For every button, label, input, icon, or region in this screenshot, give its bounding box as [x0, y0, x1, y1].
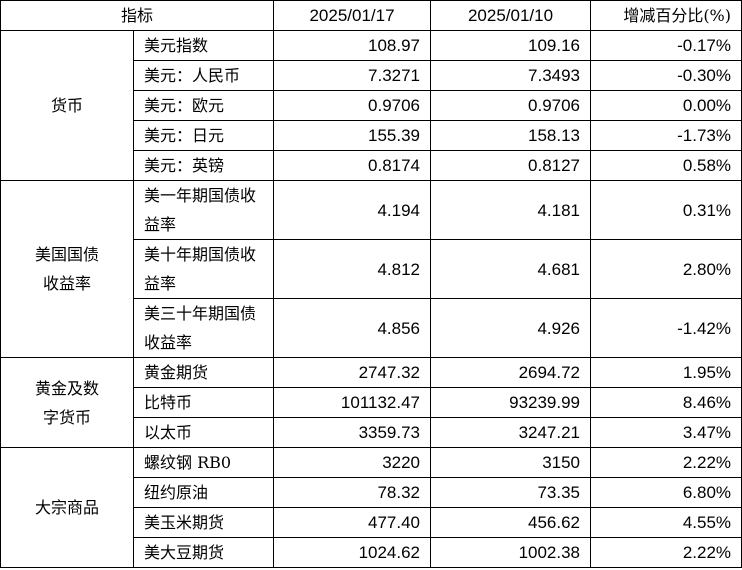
value-date1: 78.32 — [273, 477, 432, 508]
table-row: 美十年期国债收益率 4.812 4.681 2.80% — [1, 239, 742, 299]
header-indicator: 指标 — [0, 0, 275, 31]
value-date1: 155.39 — [273, 120, 432, 151]
value-date1: 101132.47 — [273, 387, 432, 418]
indicator-name: 美大豆期货 — [132, 537, 275, 568]
table-row: 美元：英镑 0.8174 0.8127 0.58% — [1, 150, 742, 181]
change-percent: -0.17% — [590, 30, 742, 61]
change-percent: 2.80% — [590, 239, 742, 299]
table-row: 美元：欧元 0.9706 0.9706 0.00% — [1, 90, 742, 121]
table-row: 美元：日元 155.39 158.13 -1.73% — [1, 120, 742, 151]
change-percent: 0.31% — [590, 180, 742, 240]
value-date1: 0.9706 — [273, 90, 432, 121]
change-percent: 0.58% — [590, 150, 742, 181]
change-percent: 4.55% — [590, 507, 742, 538]
value-date1: 7.3271 — [273, 60, 432, 91]
value-date2: 158.13 — [430, 120, 592, 151]
change-percent: 3.47% — [590, 417, 742, 448]
category-label: 货币 — [50, 96, 83, 115]
change-percent: 6.80% — [590, 477, 742, 508]
indicator-name: 美元：欧元 — [132, 90, 275, 121]
value-date2: 0.9706 — [430, 90, 592, 121]
table-row: 美大豆期货 1024.62 1002.38 2.22% — [1, 537, 742, 568]
change-percent: 0.00% — [590, 90, 742, 121]
value-date2: 2694.72 — [430, 357, 592, 388]
table-row: 美元：人民币 7.3271 7.3493 -0.30% — [1, 60, 742, 91]
value-date1: 3359.73 — [273, 417, 432, 448]
change-percent: 8.46% — [590, 387, 742, 418]
value-date1: 4.856 — [273, 298, 432, 358]
indicator-name: 美玉米期货 — [132, 507, 275, 538]
indicator-name: 美一年期国债收益率 — [132, 180, 275, 240]
category-cell: 美国国债收益率 — [0, 180, 134, 358]
table-row: 纽约原油 78.32 73.35 6.80% — [1, 477, 742, 508]
change-percent: -1.73% — [590, 120, 742, 151]
value-date2: 3150 — [430, 447, 592, 478]
value-date2: 93239.99 — [430, 387, 592, 418]
value-date1: 477.40 — [273, 507, 432, 538]
category-label: 美国国债收益率 — [34, 245, 99, 293]
indicator-name: 螺纹钢 RB0 — [132, 447, 275, 478]
header-change: 增减百分比(%) — [590, 0, 742, 31]
table-row: 美国国债收益率 美一年期国债收益率 4.194 4.181 0.31% — [0, 180, 742, 358]
table-row: 以太币 3359.73 3247.21 3.47% — [1, 417, 742, 448]
value-date2: 4.681 — [430, 239, 592, 299]
indicator-name: 美元：英镑 — [132, 150, 275, 181]
change-percent: 2.22% — [590, 537, 742, 568]
indicator-name: 美元：日元 — [132, 120, 275, 151]
table-row: 美玉米期货 477.40 456.62 4.55% — [1, 507, 742, 538]
indicator-name: 美元指数 — [132, 30, 275, 61]
change-percent: -0.30% — [590, 60, 742, 91]
change-percent: 2.22% — [590, 447, 742, 478]
category-label: 黄金及数字货币 — [34, 378, 99, 427]
table-row: 货币 美元指数 108.97 109.16 -0.17% — [0, 30, 742, 181]
indicator-name: 纽约原油 — [132, 477, 275, 508]
table-row: 大宗商品 螺纹钢 RB0 3220 3150 2.22% — [0, 447, 742, 568]
value-date2: 0.8127 — [430, 150, 592, 181]
header-date2: 2025/01/10 — [430, 0, 592, 31]
value-date2: 109.16 — [430, 30, 592, 61]
indicator-name: 黄金期货 — [132, 357, 275, 388]
value-date1: 0.8174 — [273, 150, 432, 181]
indicator-name: 比特币 — [132, 387, 275, 418]
table-body: 货币 美元指数 108.97 109.16 -0.17% 美元：人民币 7.3271 7.34… — [0, 30, 742, 568]
value-date1: 1024.62 — [273, 537, 432, 568]
table-row: 黄金及数字货币 黄金期货 2747.32 2694.72 1.95% — [0, 357, 742, 448]
category-label: 大宗商品 — [34, 498, 99, 517]
category-cell: 黄金及数字货币 — [0, 357, 134, 448]
value-date2: 4.926 — [430, 298, 592, 358]
value-date2: 3247.21 — [430, 417, 592, 448]
category-cell: 货币 — [0, 30, 134, 181]
change-percent: 1.95% — [590, 357, 742, 388]
indicator-name: 以太币 — [132, 417, 275, 448]
change-percent: -1.42% — [590, 298, 742, 358]
header-row: 指标 2025/01/17 2025/01/10 增减百分比(%) — [0, 0, 742, 31]
value-date1: 4.812 — [273, 239, 432, 299]
indicator-name: 美元：人民币 — [132, 60, 275, 91]
value-date1: 2747.32 — [273, 357, 432, 388]
value-date1: 3220 — [273, 447, 432, 478]
category-cell: 大宗商品 — [0, 447, 134, 568]
table-row: 比特币 101132.47 93239.99 8.46% — [1, 387, 742, 418]
indicator-name: 美十年期国债收益率 — [132, 239, 275, 299]
value-date2: 4.181 — [430, 180, 592, 240]
value-date1: 4.194 — [273, 180, 432, 240]
indicator-name: 美三十年期国债收益率 — [132, 298, 275, 358]
value-date1: 108.97 — [273, 30, 432, 61]
value-date2: 73.35 — [430, 477, 592, 508]
value-date2: 1002.38 — [430, 537, 592, 568]
value-date2: 456.62 — [430, 507, 592, 538]
value-date2: 7.3493 — [430, 60, 592, 91]
header-date1: 2025/01/17 — [273, 0, 432, 31]
